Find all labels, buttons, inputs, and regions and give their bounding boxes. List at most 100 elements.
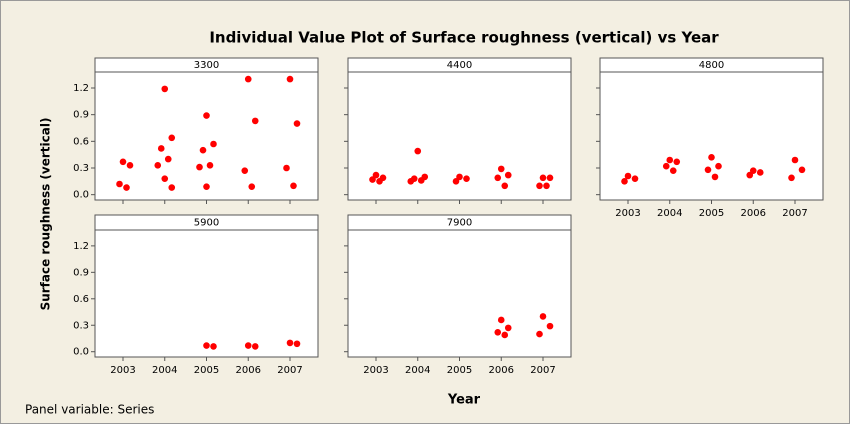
data-point [452, 178, 460, 185]
data-point [244, 75, 252, 83]
chart-title: Individual Value Plot of Surface roughne… [209, 29, 719, 47]
panel-title: 4800 [699, 60, 724, 71]
data-point [417, 177, 425, 184]
data-point [123, 184, 130, 191]
data-point [539, 174, 547, 182]
data-point [293, 340, 301, 348]
x-tick-label: 2007 [530, 365, 555, 376]
x-tick-label: 2005 [194, 365, 219, 376]
data-point [504, 171, 512, 179]
data-point [704, 166, 712, 174]
data-point [157, 145, 165, 152]
panel-title: 7900 [447, 218, 472, 229]
data-point [497, 165, 505, 173]
data-point [749, 167, 757, 174]
data-point [711, 173, 719, 181]
data-point [715, 162, 722, 170]
x-tick-label: 2007 [277, 365, 302, 376]
x-tick-label: 2005 [447, 365, 472, 376]
data-point [251, 343, 259, 350]
panel-title: 3300 [194, 60, 219, 71]
data-point [456, 173, 463, 181]
data-point [244, 342, 252, 349]
x-tick-label: 2006 [236, 365, 261, 376]
data-point [161, 85, 169, 93]
y-tick-label: 1.2 [73, 83, 89, 94]
x-axis-label: Year [447, 393, 481, 408]
y-tick-label: 0.3 [73, 163, 89, 174]
data-point [798, 166, 806, 174]
x-tick-label: 2003 [110, 365, 135, 376]
data-point [251, 117, 259, 125]
y-tick-label: 0.9 [73, 267, 89, 278]
data-point [791, 156, 799, 164]
data-point [746, 171, 754, 179]
x-tick-label: 2004 [152, 365, 177, 376]
data-point [126, 162, 134, 169]
data-point [536, 330, 543, 338]
panel-frame [347, 229, 572, 358]
data-point [248, 183, 256, 190]
data-point [286, 339, 294, 347]
data-point [536, 182, 543, 190]
x-tick-label: 2004 [405, 365, 430, 376]
data-point [494, 174, 502, 182]
data-point [210, 140, 217, 148]
data-point [168, 134, 176, 142]
data-point [497, 316, 505, 324]
data-point [662, 162, 670, 170]
data-point [501, 331, 509, 339]
y-tick-label: 0.0 [73, 347, 89, 358]
data-point [504, 324, 512, 332]
data-point [203, 342, 210, 349]
data-point [494, 329, 502, 336]
x-tick-label: 2003 [363, 365, 388, 376]
data-point [293, 120, 301, 127]
data-point [290, 182, 297, 190]
panel-frame [94, 71, 319, 201]
data-point [283, 164, 290, 172]
data-point [546, 174, 554, 182]
data-point [241, 167, 249, 174]
data-point [666, 156, 674, 164]
data-point [669, 167, 677, 174]
data-point [196, 163, 203, 171]
x-tick-label: 2005 [699, 208, 724, 219]
x-tick-label: 2006 [489, 365, 514, 376]
data-point [543, 182, 550, 190]
data-point [286, 75, 294, 83]
data-point [376, 178, 383, 185]
y-axis-label: Surface roughness (vertical) [39, 118, 53, 311]
y-tick-label: 1.2 [73, 241, 89, 252]
data-point [414, 147, 422, 155]
data-point [210, 343, 217, 350]
x-tick-label: 2003 [615, 208, 640, 219]
panel-title: 4400 [447, 60, 472, 71]
footnote: Panel variable: Series [25, 403, 154, 417]
y-tick-label: 0.9 [73, 110, 89, 121]
data-point [621, 178, 628, 185]
data-point [372, 171, 380, 179]
data-point [206, 162, 214, 169]
data-point [463, 175, 470, 182]
data-point [116, 180, 123, 188]
y-tick-label: 0.3 [73, 320, 89, 331]
data-point [154, 162, 162, 169]
data-point [203, 112, 210, 119]
data-point [369, 176, 376, 183]
data-point [546, 322, 554, 330]
y-tick-label: 0.6 [73, 294, 89, 305]
data-point [708, 154, 715, 161]
data-point [624, 172, 632, 180]
data-point [164, 155, 172, 163]
y-tick-label: 0.0 [73, 190, 89, 201]
x-tick-label: 2006 [741, 208, 766, 219]
data-point [168, 184, 176, 191]
panel-title: 5900 [194, 218, 219, 229]
data-point [756, 169, 764, 176]
data-point [203, 183, 210, 190]
data-point [119, 158, 127, 166]
y-tick-label: 0.6 [73, 136, 89, 147]
data-point [407, 178, 415, 185]
